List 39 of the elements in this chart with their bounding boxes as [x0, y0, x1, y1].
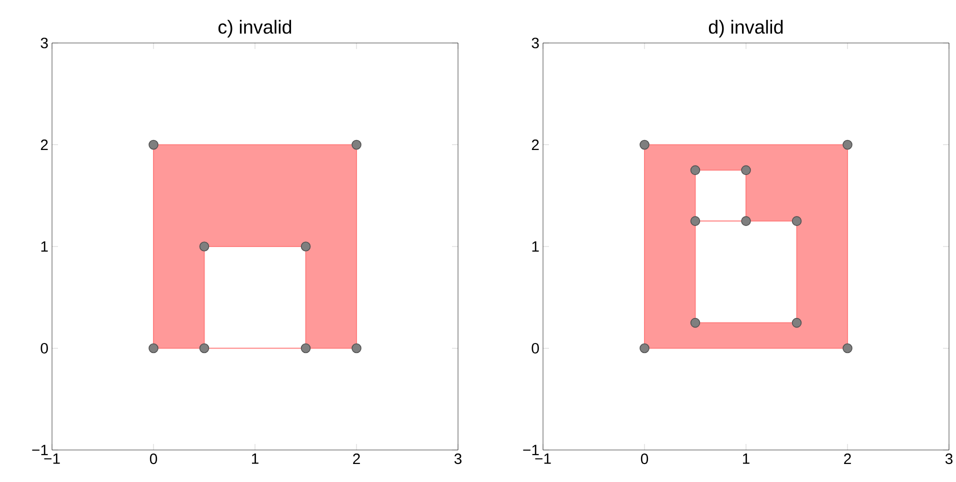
point — [352, 343, 362, 354]
y-tick-label: 1 — [532, 241, 539, 252]
point — [792, 318, 802, 328]
point — [199, 343, 210, 354]
point — [690, 318, 700, 328]
x-tick-label: 2 — [353, 454, 360, 464]
point — [640, 343, 650, 354]
x-tick-label: 1 — [742, 454, 750, 464]
chart-title: d) invalid — [708, 20, 783, 38]
x-tick-label: 0 — [150, 454, 158, 464]
point — [741, 216, 751, 226]
point — [792, 216, 802, 226]
point — [300, 343, 311, 354]
point — [690, 216, 700, 226]
x-tick-label: 3 — [454, 454, 462, 464]
point — [148, 343, 158, 354]
x-tick-label: 2 — [844, 454, 851, 464]
y-tick-label: 2 — [532, 140, 539, 150]
point — [148, 140, 158, 150]
y-tick-label: 2 — [40, 140, 48, 150]
y-tick-label: −1 — [523, 444, 539, 456]
y-tick-label: 0 — [532, 342, 539, 354]
x-tick-label: 3 — [945, 454, 953, 464]
chart-title: c) invalid — [218, 20, 292, 38]
y-tick-label: 0 — [40, 342, 48, 354]
point — [842, 343, 852, 354]
y-tick-label: 1 — [41, 241, 48, 252]
y-tick-label: 3 — [532, 38, 539, 48]
point — [690, 165, 700, 176]
point — [300, 242, 311, 252]
y-tick-label: −1 — [32, 444, 48, 456]
point — [640, 140, 650, 150]
y-tick-label: 3 — [40, 38, 48, 48]
point — [199, 242, 210, 252]
point — [352, 140, 362, 150]
point — [842, 140, 852, 150]
x-tick-label: 1 — [252, 454, 258, 464]
x-tick-label: 0 — [640, 454, 648, 464]
point — [741, 165, 751, 176]
